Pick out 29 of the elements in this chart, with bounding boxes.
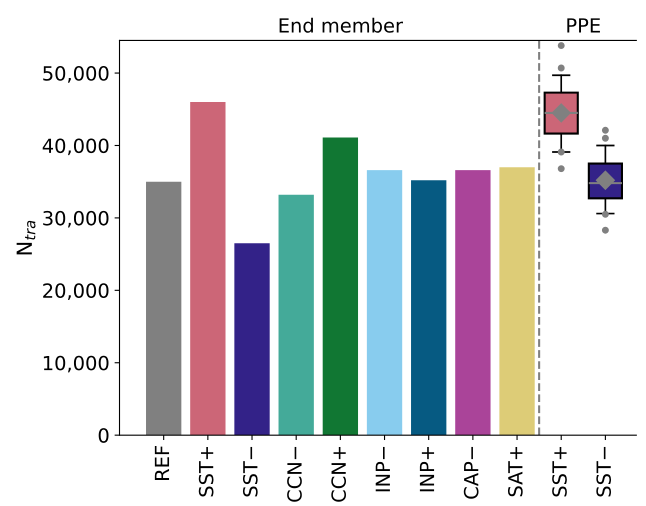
x-tick-label: SST+	[552, 446, 567, 496]
x-tick-label: INP−	[376, 446, 390, 492]
text: PPE	[567, 18, 600, 32]
y-tick-label: 10,000	[44, 356, 108, 372]
y-tick-label: 30,000	[43, 210, 108, 228]
bar	[411, 180, 446, 436]
x-tick-label: SST+	[198, 446, 214, 496]
bar	[190, 102, 226, 436]
x-tick-label: CCN+	[331, 446, 346, 502]
bar	[455, 170, 491, 436]
text: End member	[280, 18, 403, 33]
bar	[366, 170, 402, 436]
bar	[234, 243, 270, 436]
x-tick-label: INP+	[420, 446, 434, 492]
y-tick-label: 20,000	[43, 283, 108, 300]
y-axis-title: N$_{tra}$	[16, 220, 36, 254]
bar	[322, 138, 358, 436]
bar	[146, 182, 182, 436]
x-tick-label: SST−	[242, 446, 258, 496]
x-tick-label: CAP−	[464, 446, 479, 499]
x-tick-label: SST−	[596, 446, 612, 496]
y-tick-label: 0	[98, 428, 108, 443]
x-tick-label: CCN−	[287, 446, 302, 502]
y-tick-label: 50,000	[43, 66, 108, 83]
y-tick-label: 40,000	[42, 138, 108, 156]
x-tick-label: REF	[154, 446, 170, 480]
bar	[278, 194, 314, 436]
x-tick-label: SAT+	[508, 446, 523, 496]
bar	[499, 167, 535, 436]
